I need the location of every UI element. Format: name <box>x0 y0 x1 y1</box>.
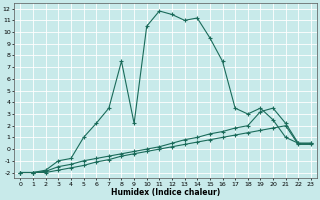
X-axis label: Humidex (Indice chaleur): Humidex (Indice chaleur) <box>111 188 220 197</box>
